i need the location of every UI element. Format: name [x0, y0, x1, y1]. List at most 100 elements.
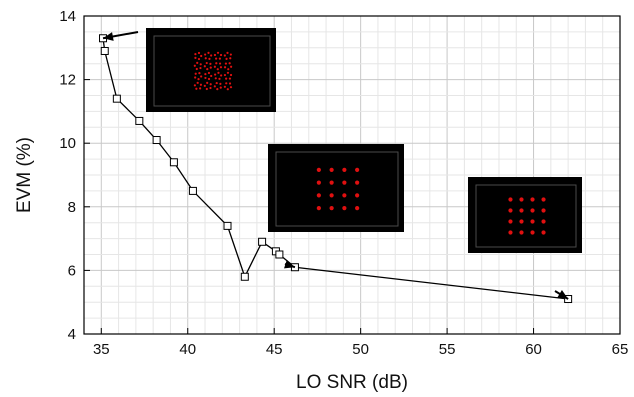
constellation-point [342, 193, 347, 198]
inset-arrow-head [557, 289, 569, 300]
constellation-point [530, 197, 535, 202]
constellation-point [197, 57, 201, 61]
constellation-point [355, 206, 360, 211]
constellation-point [216, 68, 219, 71]
constellation-point [316, 193, 321, 198]
constellation-point [230, 65, 233, 68]
constellation-point [223, 66, 227, 69]
constellation-point [530, 230, 535, 235]
x-tick-label: 65 [612, 341, 629, 358]
y-tick-label: 12 [59, 72, 76, 89]
constellation-point [530, 208, 535, 213]
constellation-point [213, 65, 216, 68]
constellation-point [193, 84, 196, 87]
y-tick-label: 8 [68, 199, 76, 216]
data-point [275, 250, 284, 259]
insets [102, 28, 582, 300]
constellation-point [342, 206, 347, 211]
constellation-point [541, 197, 546, 202]
constellation-point [508, 219, 513, 224]
constellation-point [205, 87, 208, 91]
constellation-point [206, 81, 209, 85]
constellation-point [208, 57, 211, 60]
constellation-point [226, 51, 229, 54]
data-point [258, 237, 267, 246]
data-point [152, 136, 161, 145]
constellation-point [195, 87, 198, 90]
constellation-point [196, 61, 199, 64]
constellation-inset-2 [268, 144, 404, 269]
constellation-point [519, 219, 524, 224]
constellation-point [223, 54, 226, 57]
axis-ticks: 35 40 45 50 55 60 65 4 6 8 10 12 14 [59, 8, 628, 358]
inset-arrow-head [284, 259, 295, 269]
constellation-point [355, 193, 360, 198]
inset-arrow-head [103, 32, 114, 41]
plot-frame [83, 15, 621, 335]
constellation-point [214, 77, 217, 80]
constellation-point [204, 57, 207, 60]
constellation-point [218, 77, 221, 80]
constellation-point [218, 57, 221, 60]
constellation-point [329, 180, 334, 185]
constellation-point [217, 71, 220, 74]
inset-background [468, 177, 582, 253]
x-tick-label: 60 [525, 341, 542, 358]
constellation-point [213, 53, 217, 57]
constellation-point [329, 206, 334, 211]
constellation-point [209, 62, 212, 66]
constellation-point [199, 63, 202, 66]
constellation-point [519, 230, 524, 235]
constellation-point [215, 62, 218, 65]
constellation-point [316, 206, 321, 211]
constellation-point [197, 78, 200, 81]
constellation-point [199, 66, 202, 70]
x-tick-label: 40 [179, 341, 196, 358]
constellation-point [219, 53, 223, 57]
constellation-point [199, 83, 203, 86]
constellation-point [193, 64, 196, 67]
constellation-point [228, 62, 231, 65]
constellation-point [194, 56, 197, 59]
constellation-point [342, 167, 347, 172]
constellation-point [223, 73, 227, 77]
y-tick-label: 10 [59, 135, 76, 152]
constellation-point [225, 77, 228, 80]
data-point [240, 272, 249, 281]
y-tick-label: 6 [68, 262, 76, 279]
constellation-inset-3 [468, 177, 582, 300]
constellation-inset-1 [102, 28, 276, 112]
inset-frame [153, 35, 271, 107]
constellation-point [229, 57, 232, 60]
data-point [223, 221, 232, 230]
constellation-point [214, 73, 217, 76]
constellation-point [199, 87, 202, 90]
constellation-point [205, 61, 208, 65]
constellation-point [218, 62, 222, 65]
data-point [135, 116, 144, 125]
series [99, 34, 573, 304]
constellation-point [229, 86, 233, 89]
data-point [169, 158, 178, 167]
constellation-point [204, 53, 207, 56]
constellation-point [226, 71, 230, 74]
constellation-point [194, 53, 197, 56]
constellation-point [316, 180, 321, 185]
constellation-point [197, 51, 201, 55]
constellation-point [329, 167, 334, 172]
constellation-point [206, 68, 209, 71]
constellation-point [229, 53, 232, 56]
constellation-point [200, 75, 203, 78]
constellation-point [209, 83, 212, 86]
data-point [100, 46, 109, 55]
constellation-point [316, 167, 321, 172]
y-tick-label: 14 [59, 8, 76, 25]
data-point [188, 186, 197, 195]
x-tick-label: 50 [352, 341, 369, 358]
constellation-point [227, 68, 230, 71]
constellation-point [519, 208, 524, 213]
constellation-point [196, 81, 199, 84]
constellation-point [329, 193, 334, 198]
constellation-point [203, 65, 206, 68]
y-tick-label: 4 [68, 326, 76, 343]
